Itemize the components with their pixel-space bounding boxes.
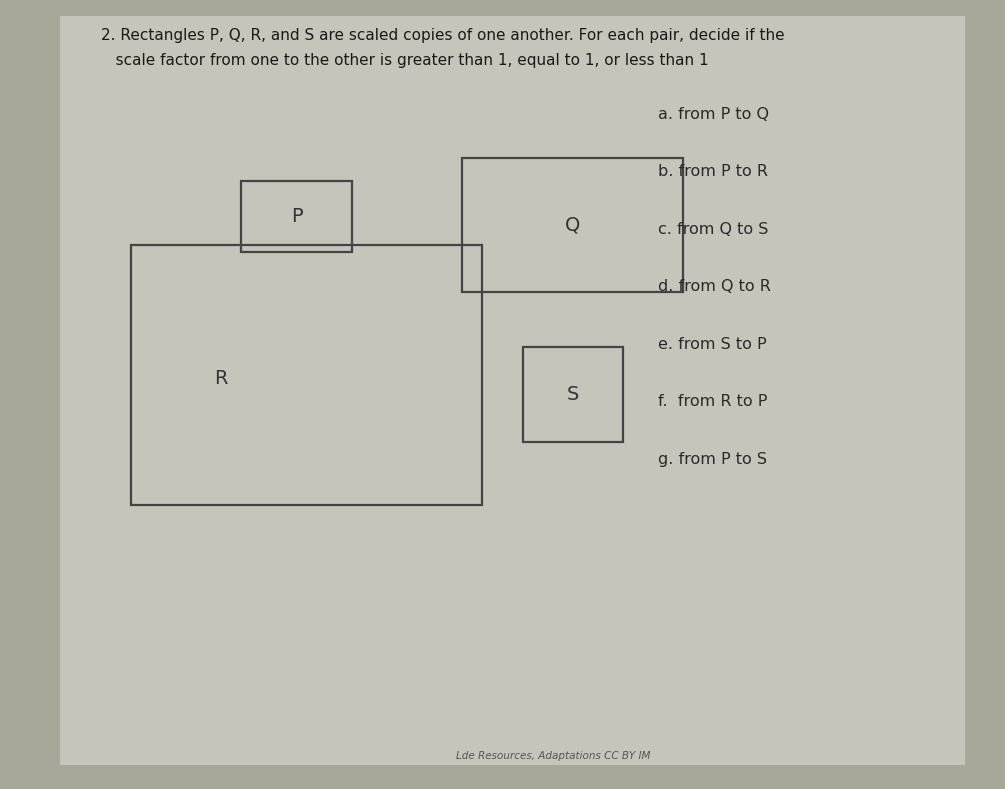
Text: Q: Q	[565, 215, 581, 234]
Bar	[241, 181, 352, 252]
Text: a. from P to Q: a. from P to Q	[658, 107, 769, 122]
Text: c. from Q to S: c. from Q to S	[658, 222, 769, 237]
Text: d. from Q to R: d. from Q to R	[658, 279, 771, 294]
Text: 2. Rectangles P, Q, R, and S are scaled copies of one another. For each pair, de: 2. Rectangles P, Q, R, and S are scaled …	[100, 28, 784, 43]
Bar	[131, 245, 482, 505]
Text: f.  from R to P: f. from R to P	[658, 394, 768, 409]
Text: g. from P to S: g. from P to S	[658, 452, 767, 467]
Text: S: S	[567, 385, 579, 404]
Text: scale factor from one to the other is greater than 1, equal to 1, or less than 1: scale factor from one to the other is gr…	[100, 53, 709, 68]
Text: e. from S to P: e. from S to P	[658, 337, 767, 352]
Text: P: P	[290, 208, 303, 226]
Text: R: R	[214, 369, 228, 388]
Text: b. from P to R: b. from P to R	[658, 164, 768, 179]
Bar	[462, 158, 683, 292]
Text: Lde Resources, Adaptations CC BY IM: Lde Resources, Adaptations CC BY IM	[455, 751, 650, 761]
Bar	[523, 347, 623, 442]
